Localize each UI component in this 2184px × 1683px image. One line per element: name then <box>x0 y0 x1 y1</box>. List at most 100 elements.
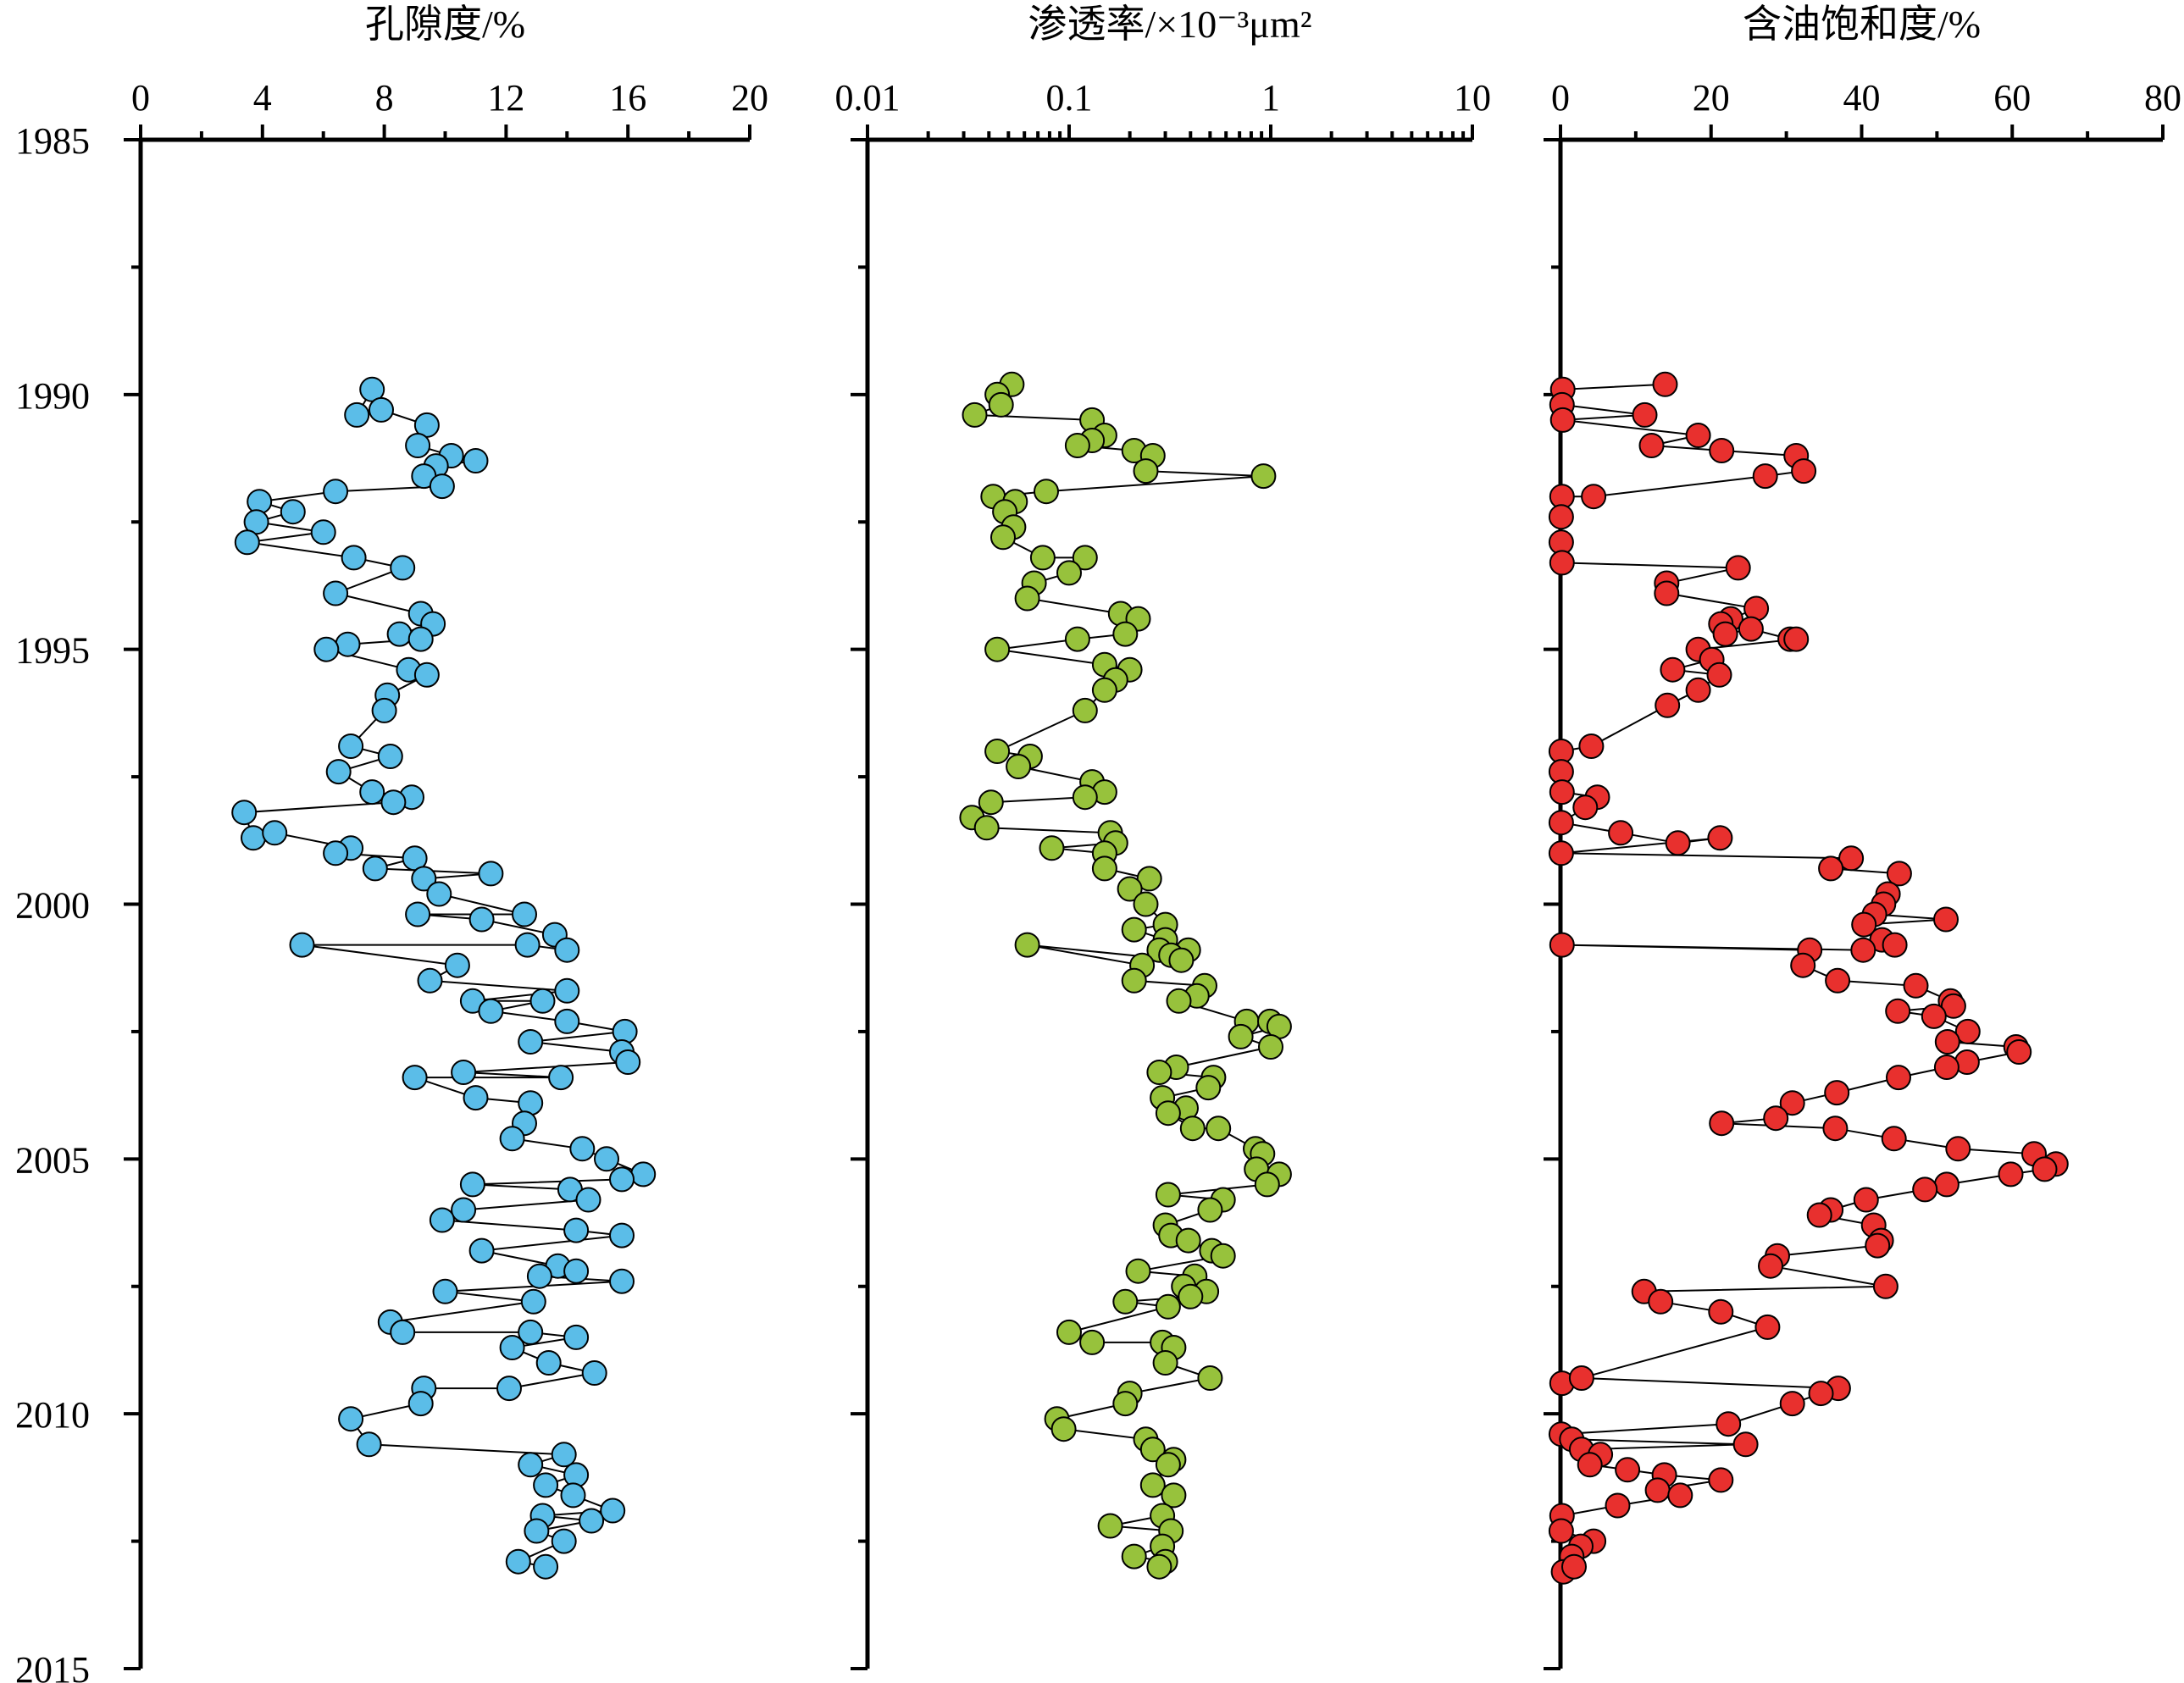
oil-saturation-point <box>1779 1090 1805 1116</box>
porosity-point <box>234 529 260 556</box>
porosity-point <box>359 779 385 806</box>
oil-saturation-point <box>1568 1365 1594 1391</box>
permeability-point <box>1072 545 1098 571</box>
porosity-title: 孔隙度/% <box>365 3 525 46</box>
oil-saturation-point <box>1708 1467 1734 1493</box>
permeability-point <box>1168 947 1195 973</box>
porosity-point <box>338 734 364 759</box>
porosity-point <box>518 1029 544 1055</box>
oil-saturation-point <box>1549 550 1575 576</box>
oil-saturation-point <box>1709 438 1735 463</box>
oil-saturation-point <box>1940 993 1966 1019</box>
oil-saturation-point <box>1667 1482 1693 1509</box>
oil-saturation-point <box>1783 626 1810 652</box>
oil-saturation-point <box>1725 555 1751 581</box>
year-tick-label: 2005 <box>15 1139 90 1181</box>
porosity-point <box>526 1263 552 1289</box>
oil-saturation-point <box>1706 662 1732 688</box>
permeability-point <box>1197 1365 1223 1391</box>
porosity-point <box>579 1508 605 1534</box>
oil-saturation-point <box>1716 1411 1742 1437</box>
oil-saturation-point <box>1548 504 1574 530</box>
permeability-point <box>1064 626 1090 652</box>
oil-saturation-point <box>1644 1477 1671 1503</box>
oil-saturation-point <box>1685 677 1711 703</box>
porosity-point <box>369 396 394 423</box>
porosity-point <box>505 1548 531 1575</box>
porosity-point <box>426 881 452 907</box>
porosity-point <box>241 825 266 851</box>
oil-saturation-point <box>1652 371 1678 397</box>
oil-saturation-point <box>1806 1202 1832 1228</box>
porosity-point <box>518 1319 544 1345</box>
oil-saturation-point <box>2032 1156 2058 1182</box>
permeability-point <box>1178 1283 1204 1309</box>
porosity-point <box>560 1482 586 1509</box>
porosity-point <box>548 1065 574 1091</box>
porosity-point <box>499 1335 525 1360</box>
permeability-point <box>1050 1416 1077 1442</box>
porosity-point <box>371 697 397 723</box>
porosity-point <box>512 901 537 927</box>
permeability-point <box>984 636 1011 662</box>
porosity-point <box>581 1360 607 1386</box>
porosity-point <box>514 932 540 958</box>
oil-saturation-point <box>1608 820 1634 846</box>
permeability-point <box>1133 458 1159 484</box>
oil-saturation-point <box>1933 1171 1960 1198</box>
oil-saturation-panel: 含油饱和度/% 0 20 40 60 80 <box>1544 3 2181 1670</box>
oil-saturation-point <box>1881 1126 1907 1152</box>
permeability-point <box>1056 1319 1082 1345</box>
permeability-point <box>1125 1258 1151 1284</box>
permeability-point <box>1121 916 1147 943</box>
permeability-point <box>1175 1227 1201 1254</box>
porosity-point <box>451 1060 477 1085</box>
permeability-panel: 渗透率/×10⁻³μm² 0.01 0.1 1 10 <box>835 3 1491 1670</box>
oil-saturation-point <box>1561 1553 1587 1580</box>
oil-saturation-point <box>1921 1003 1947 1029</box>
permeability-point <box>1034 479 1059 505</box>
permeability-point <box>1112 621 1139 647</box>
oil-saturation-point <box>1615 1457 1641 1483</box>
oil-saturation-point <box>1779 1391 1805 1417</box>
permeability-point <box>1161 1482 1187 1509</box>
oil-saturation-point <box>1758 1253 1783 1279</box>
porosity-point <box>533 1553 559 1580</box>
oil-saturation-point <box>1549 932 1575 958</box>
porosity-point <box>386 621 413 647</box>
oil-saturation-point <box>1581 484 1607 510</box>
oil-saturation-point <box>1549 407 1576 433</box>
porosity-point <box>341 545 367 571</box>
oil-saturation-point <box>1707 825 1733 851</box>
porosity-point <box>518 1452 544 1478</box>
porosity-point <box>432 1278 458 1304</box>
porosity-series-line <box>242 389 646 1568</box>
oil-saturation-x-tick-label: 80 <box>2144 77 2181 119</box>
permeability-x-tick-label: 0.1 <box>1046 77 1093 119</box>
permeability-point <box>1056 560 1082 586</box>
porosity-point <box>313 636 340 662</box>
porosity-point <box>554 1008 580 1034</box>
permeability-point <box>1117 876 1143 902</box>
porosity-point <box>554 977 580 1004</box>
oil-saturation-point <box>1648 1288 1674 1315</box>
porosity-point <box>280 499 306 525</box>
porosity-point <box>468 906 495 933</box>
oil-saturation-point <box>1824 1080 1850 1106</box>
porosity-point <box>262 820 288 846</box>
oil-saturation-point <box>1754 1314 1781 1340</box>
oil-saturation-point <box>1655 692 1681 718</box>
porosity-point <box>289 932 315 958</box>
oil-saturation-point <box>1738 616 1764 642</box>
oil-saturation-point <box>1791 458 1817 484</box>
oil-saturation-point <box>1578 734 1605 759</box>
porosity-point <box>344 401 370 428</box>
porosity-point <box>463 448 489 473</box>
permeability-point <box>1121 1543 1147 1570</box>
oil-saturation-x-tick-label: 40 <box>1843 77 1881 119</box>
oil-saturation-point <box>1752 463 1778 490</box>
permeability-point <box>978 789 1004 816</box>
year-tick-label: 1995 <box>15 630 90 672</box>
permeability-point <box>1133 891 1159 917</box>
porosity-point <box>338 1406 364 1432</box>
